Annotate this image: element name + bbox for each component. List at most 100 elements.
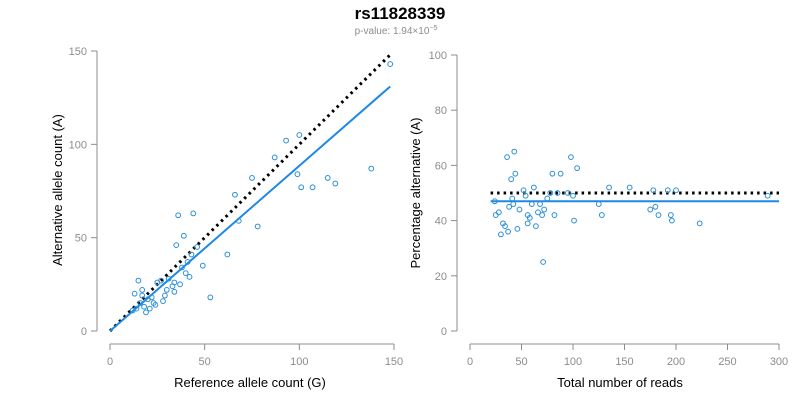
- data-point: [764, 192, 771, 199]
- data-point: [162, 292, 168, 299]
- x-tick-label: 150: [615, 356, 633, 368]
- data-point: [309, 184, 316, 191]
- data-point: [505, 228, 512, 235]
- data-point: [133, 305, 140, 312]
- y-tick-label: 100: [429, 50, 447, 62]
- data-point: [137, 300, 144, 306]
- data-point: [544, 195, 551, 202]
- data-point: [540, 259, 547, 265]
- data-point: [160, 298, 166, 305]
- data-point: [508, 176, 515, 183]
- data-point: [511, 148, 518, 155]
- data-point: [650, 187, 657, 194]
- data-point: [506, 203, 513, 210]
- y-tick-label: 40: [435, 216, 447, 228]
- data-point: [647, 206, 654, 213]
- data-point: [574, 165, 581, 172]
- left-scatter-panel: 0 50 100 150 0 50 100 150: [69, 46, 404, 368]
- chart-subtitle: p-value: 1.94×10−5: [355, 25, 438, 37]
- data-point: [509, 195, 516, 202]
- data-point: [541, 206, 548, 213]
- x-tick-label: 0: [467, 356, 473, 368]
- data-point: [549, 170, 556, 177]
- data-point: [537, 201, 543, 207]
- data-point: [324, 175, 331, 181]
- data-point: [504, 154, 510, 161]
- data-point: [502, 223, 508, 230]
- data-point: [516, 206, 523, 213]
- data-point: [143, 309, 149, 316]
- data-point: [298, 184, 305, 191]
- data-point: [139, 287, 146, 293]
- data-point: [135, 277, 142, 284]
- data-point: [224, 251, 231, 258]
- data-point: [190, 210, 197, 217]
- data-point: [131, 290, 138, 297]
- data-point: [539, 212, 545, 218]
- data-point: [158, 277, 165, 284]
- subtitle-text: p-value: 1.94×10: [355, 26, 430, 37]
- data-point: [696, 220, 703, 227]
- data-point: [571, 217, 577, 224]
- x-tick-label: 300: [770, 356, 788, 368]
- data-point: [568, 154, 574, 161]
- data-point: [551, 212, 558, 218]
- data-point: [535, 209, 541, 216]
- data-point: [673, 187, 679, 194]
- x-tick-label: 100: [564, 356, 582, 368]
- reference-dotted-line: [108, 53, 392, 333]
- data-point: [655, 212, 662, 218]
- data-point: [182, 270, 189, 277]
- data-point: [188, 251, 195, 258]
- y-tick-label: 0: [81, 326, 87, 338]
- data-point: [598, 212, 605, 218]
- x-tick-label: 100: [290, 356, 308, 368]
- data-point: [173, 242, 180, 249]
- y-tick-label: 20: [435, 271, 447, 283]
- data-point: [530, 184, 537, 191]
- data-point: [199, 262, 206, 269]
- data-point: [512, 170, 519, 177]
- data-point: [514, 225, 521, 232]
- data-point: [387, 61, 394, 67]
- left-y-axis-label: Alternative allele count (A): [50, 114, 65, 266]
- data-point: [194, 244, 200, 250]
- right-y-axis-label: Percentage alternative (A): [408, 117, 423, 268]
- data-point: [141, 303, 147, 310]
- data-point: [152, 301, 159, 308]
- x-tick-label: 250: [718, 356, 736, 368]
- data-point: [249, 175, 255, 181]
- data-point: [146, 305, 153, 312]
- y-tick-label: 60: [435, 160, 447, 172]
- left-x-axis-label: Reference allele count (G): [174, 375, 326, 390]
- data-point: [165, 275, 172, 282]
- data-point: [179, 264, 185, 271]
- data-point: [557, 170, 564, 177]
- data-point: [171, 279, 178, 286]
- data-point: [667, 212, 674, 218]
- data-point: [606, 184, 612, 191]
- x-tick-label: 0: [107, 356, 113, 368]
- data-point: [235, 217, 242, 224]
- data-point: [232, 191, 238, 198]
- data-point: [171, 288, 178, 295]
- data-point: [570, 192, 576, 199]
- data-point: [510, 201, 517, 207]
- data-point: [163, 287, 170, 293]
- data-point: [495, 209, 502, 216]
- data-point: [524, 220, 531, 227]
- x-tick-label: 50: [199, 356, 211, 368]
- subtitle-exponent: −5: [429, 25, 437, 32]
- data-point: [547, 190, 554, 196]
- data-point: [526, 214, 533, 221]
- data-point: [652, 203, 659, 210]
- data-point: [533, 223, 539, 230]
- y-tick-label: 0: [441, 326, 447, 338]
- data-point: [180, 232, 187, 239]
- data-point: [492, 212, 499, 218]
- x-tick-label: 200: [667, 356, 685, 368]
- data-point: [184, 259, 191, 265]
- data-point: [595, 201, 602, 207]
- data-point: [522, 192, 529, 199]
- data-point: [186, 273, 193, 280]
